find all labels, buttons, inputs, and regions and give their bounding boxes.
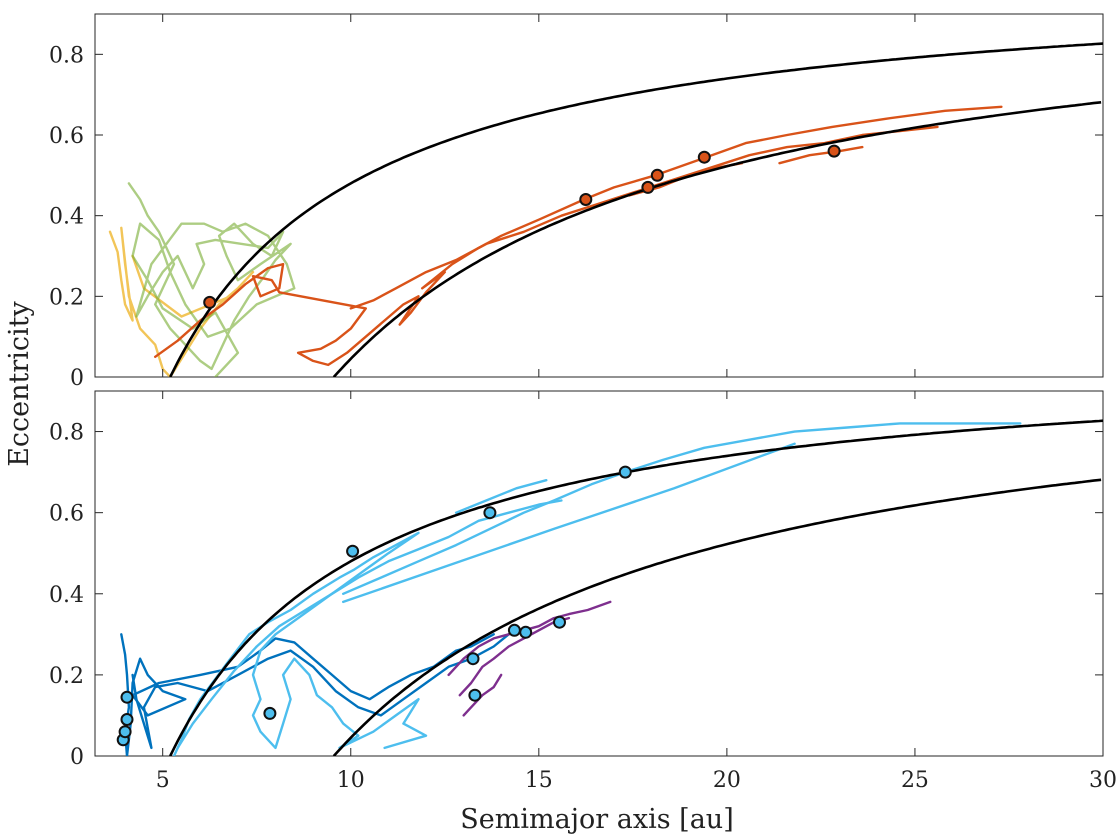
y-tick-label: 0.2: [49, 664, 84, 689]
y-tick-label: 0.4: [49, 205, 84, 230]
reference-curve-1: [332, 101, 1102, 377]
reference-curve-0: [169, 419, 1103, 756]
data-marker: [120, 690, 134, 704]
track-lightblue-4: [342, 422, 1022, 595]
x-axis-label: Semimajor axis [au]: [460, 804, 733, 835]
bottom-panel: 0 0.2 0.4 0.6 0.8 5 10 15 20 25 30: [49, 390, 1117, 793]
plot-frame: [94, 390, 1104, 757]
track-purple-8: [458, 616, 571, 697]
y-tick-label: 0.2: [49, 285, 84, 310]
x-tick-label: 5: [156, 768, 170, 793]
y-tick-label: 0.4: [49, 583, 84, 608]
reference-curve-0: [169, 42, 1103, 377]
track-blue-0: [120, 633, 495, 756]
y-tick-label: 0.8: [49, 43, 84, 68]
data-marker: [120, 713, 134, 726]
data-marker: [507, 623, 521, 637]
track-orange-2: [154, 105, 1003, 367]
x-tick-label: 25: [901, 768, 929, 793]
data-marker: [466, 652, 480, 666]
data-marker: [483, 506, 497, 520]
data-marker: [641, 180, 655, 194]
y-tick-label: 0.6: [49, 124, 84, 149]
x-tick-label: 15: [525, 768, 553, 793]
data-marker: [618, 465, 632, 479]
data-marker: [346, 544, 360, 558]
data-marker: [203, 295, 217, 309]
x-tick-label: 20: [713, 768, 741, 793]
y-axis-label: Eccentricity: [4, 300, 35, 466]
data-marker: [263, 706, 277, 720]
data-marker: [118, 725, 132, 739]
data-marker: [650, 168, 664, 182]
y-tick-label: 0.8: [49, 421, 84, 446]
data-marker: [697, 150, 711, 164]
plot-frame: [94, 13, 1104, 378]
data-marker: [579, 193, 593, 206]
reference-curve-1: [332, 478, 1102, 756]
data-marker: [519, 625, 533, 639]
data-marker: [827, 144, 841, 158]
y-tick-label: 0: [70, 366, 84, 391]
x-tick-label: 10: [337, 768, 365, 793]
y-tick-label: 0: [70, 745, 84, 770]
data-marker: [468, 688, 482, 702]
top-panel: 0 0.2 0.4 0.6 0.8: [49, 13, 1104, 391]
data-marker: [553, 615, 566, 629]
track-lightblue-2: [172, 531, 428, 756]
plot-area: [108, 42, 1103, 377]
track-blue-1: [131, 633, 510, 750]
track-green-1: [127, 182, 296, 377]
track-orange-3: [349, 125, 939, 310]
track-lightblue-6: [454, 479, 548, 514]
y-tick-label: 0.6: [49, 502, 84, 527]
track-yellow-0: [108, 226, 255, 377]
x-tick-label: 30: [1089, 768, 1117, 793]
track-lightblue-5: [342, 442, 796, 604]
track-orange-5: [778, 145, 864, 165]
plot-area: [116, 419, 1103, 756]
track-purple-9: [462, 673, 503, 717]
